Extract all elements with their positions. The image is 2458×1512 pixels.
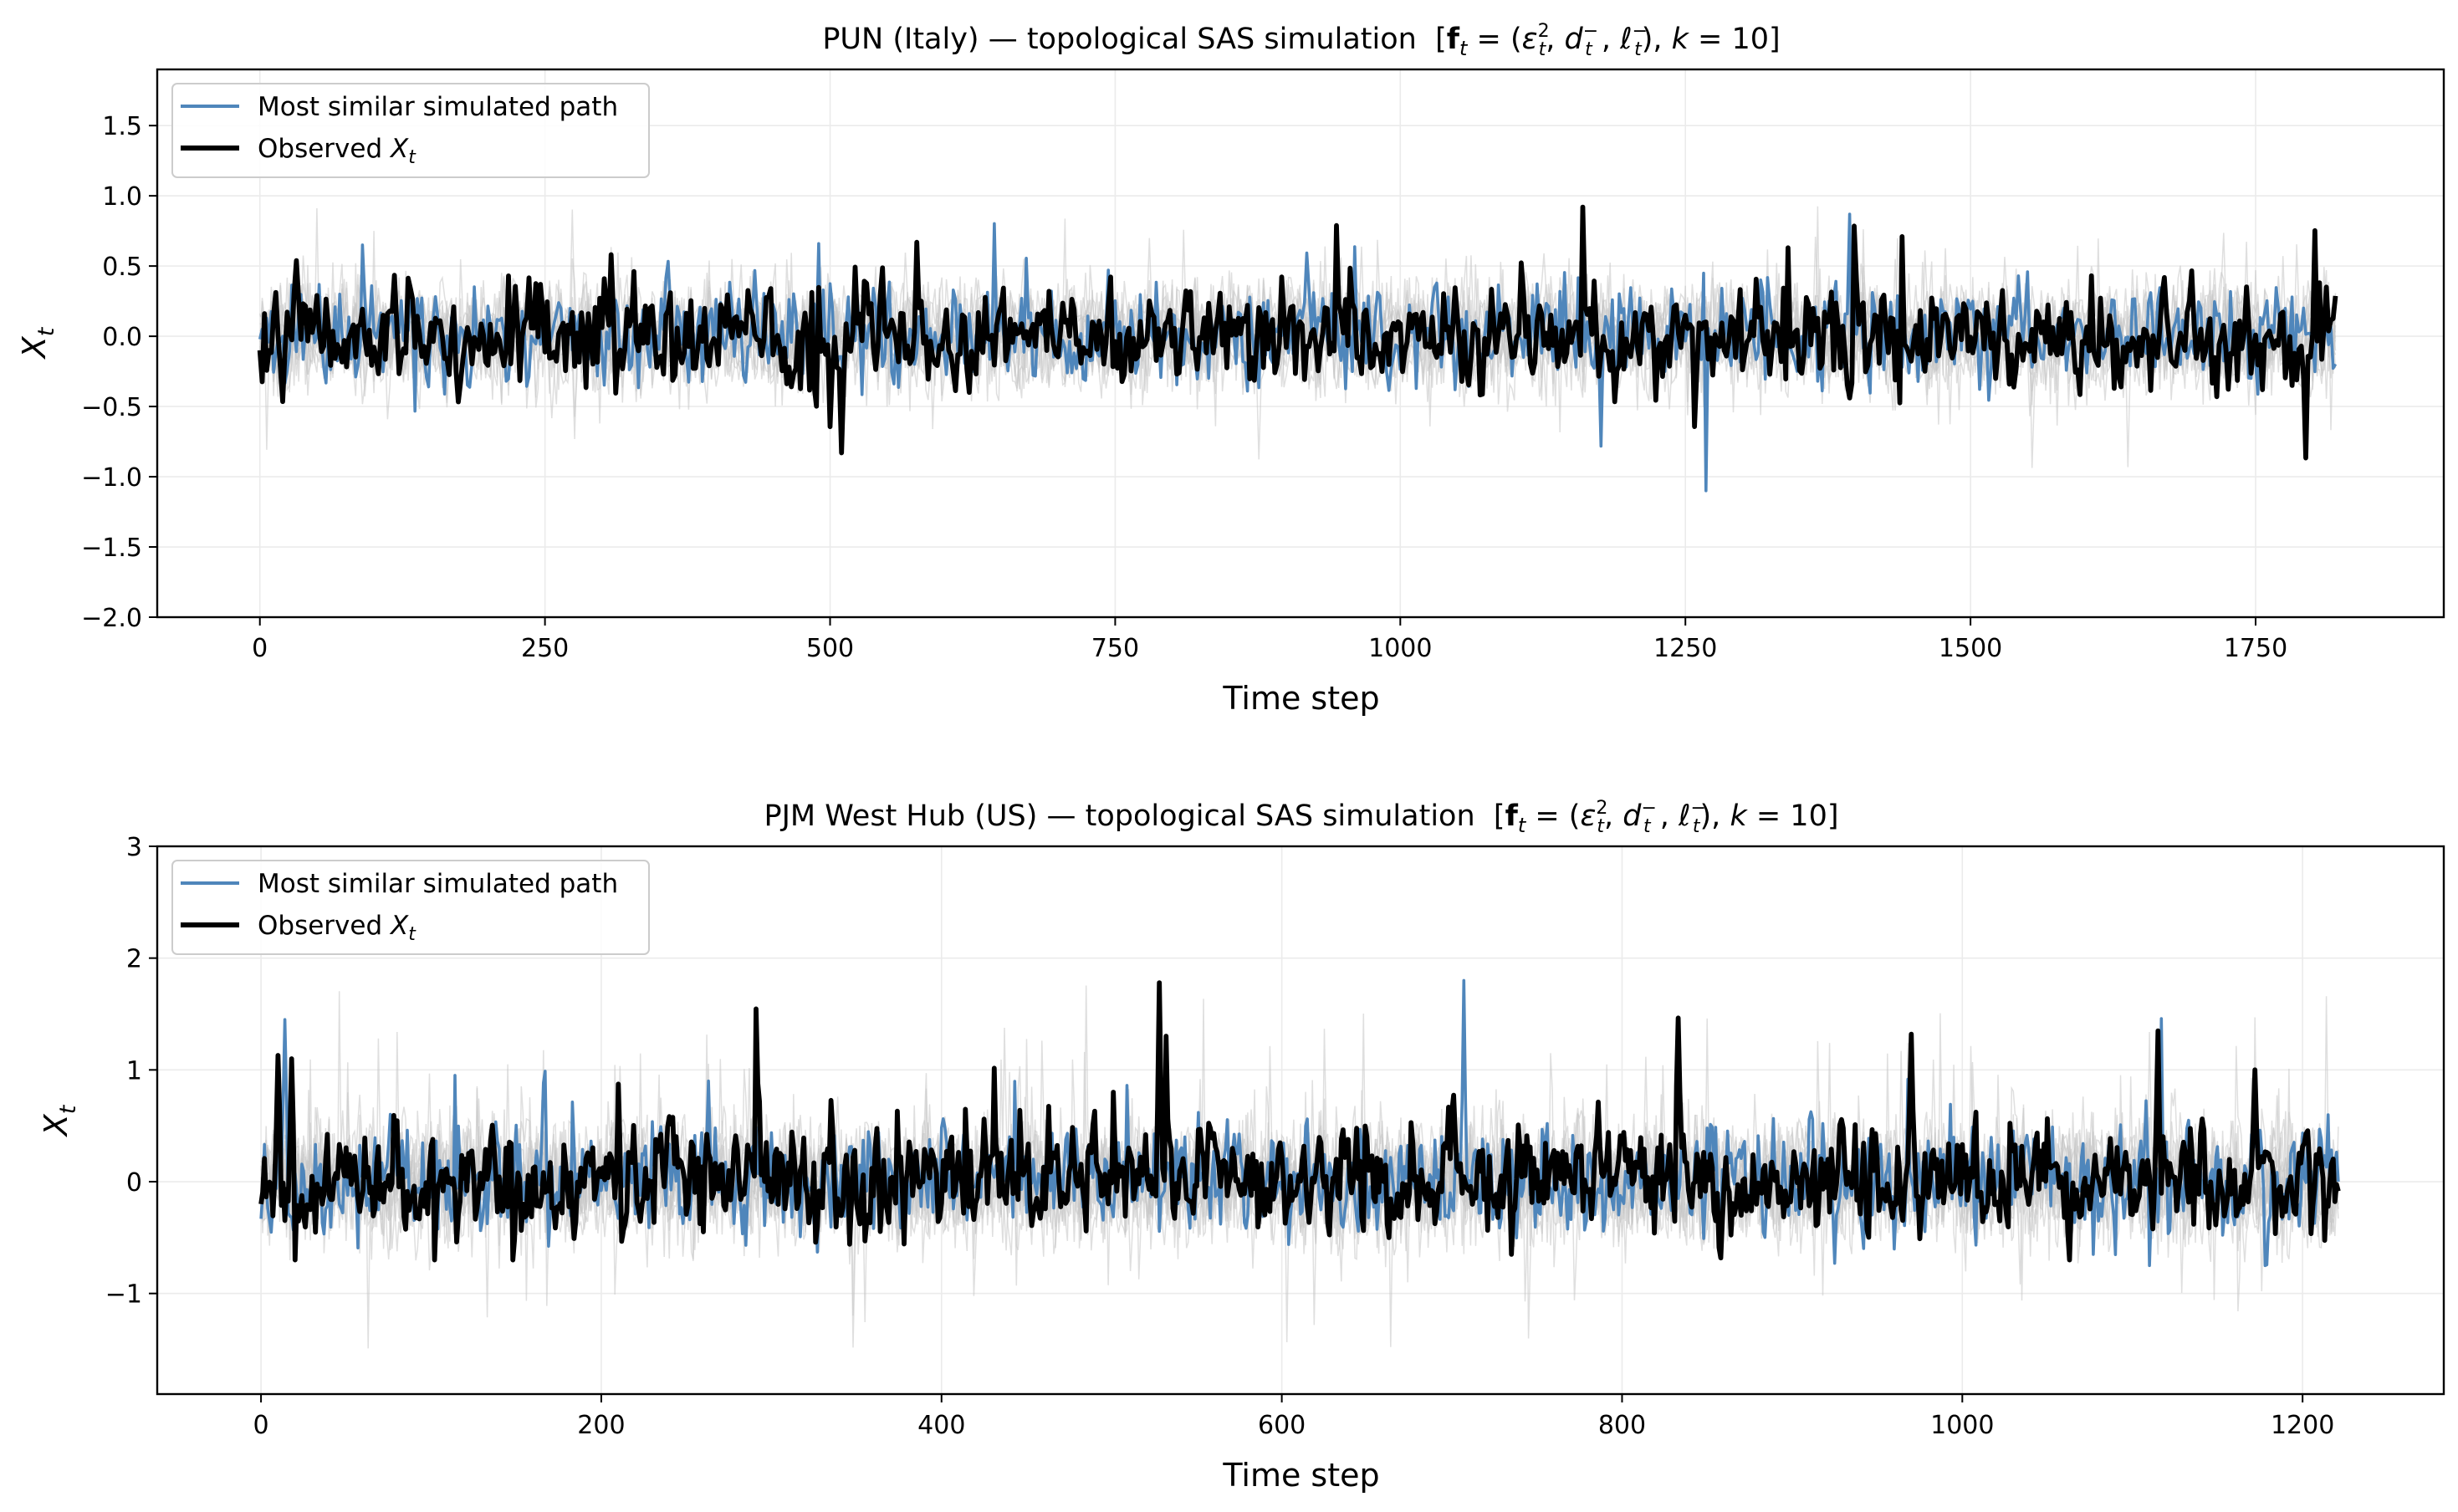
- x-tick-label: 1200: [2271, 1411, 2334, 1440]
- x-tick-label: 0: [252, 634, 268, 663]
- chart-title: PJM West Hub (US) — topological SAS simu…: [764, 798, 1839, 837]
- plot-frame: [156, 68, 2445, 619]
- x-tick-label: 1250: [1653, 634, 1717, 663]
- legend: Most similar simulated path Observed Xt: [171, 83, 650, 178]
- y-tick-label: −0.5: [81, 393, 142, 422]
- y-tick-label: 2: [126, 945, 142, 974]
- y-axis-ticks: −2.0 −1.5 −1.0 −0.5 0.0 0.5 1.0 1.5: [81, 112, 157, 633]
- y-axis-label: Xt: [16, 326, 59, 360]
- legend-label-observed: Observed Xt: [258, 134, 416, 168]
- x-tick-label: 1500: [1939, 634, 2002, 663]
- x-tick-label: 800: [1598, 1411, 1646, 1440]
- y-tick-label: −1.0: [81, 463, 142, 493]
- x-tick-label: 400: [917, 1411, 965, 1440]
- y-tick-label: −2.0: [81, 604, 142, 633]
- series-simulated-line: [258, 212, 2338, 493]
- plot-frame: [156, 845, 2445, 1396]
- x-tick-label: 750: [1091, 634, 1139, 663]
- y-tick-label: 0.5: [102, 253, 142, 282]
- x-tick-label: 1750: [2224, 634, 2287, 663]
- x-tick-label: 600: [1258, 1411, 1306, 1440]
- x-axis-ticks: 0 200 400 600 800 1000 1200: [253, 1394, 2334, 1440]
- x-axis-label: Time step: [1222, 1457, 1379, 1494]
- y-tick-label: 3: [126, 833, 142, 862]
- legend-label-simulated: Most similar simulated path: [258, 869, 618, 899]
- x-tick-label: 500: [806, 634, 854, 663]
- legend-label-observed: Observed Xt: [258, 911, 416, 945]
- y-tick-label: 1.0: [102, 182, 142, 212]
- y-tick-label: 0: [126, 1168, 142, 1198]
- series-observed-line: [258, 980, 2341, 1263]
- x-tick-label: 250: [521, 634, 569, 663]
- y-tick-label: 1.5: [102, 112, 142, 141]
- x-tick-label: 200: [577, 1411, 625, 1440]
- legend-box: [171, 860, 650, 955]
- chart-title: PUN (Italy) — topological SAS simulation…: [822, 21, 1780, 60]
- legend-box: [171, 83, 650, 178]
- y-tick-label: 1: [126, 1056, 142, 1085]
- series-observed-line: [257, 204, 2338, 461]
- x-tick-label: 1000: [1368, 634, 1432, 663]
- x-tick-label: 1000: [1930, 1411, 1994, 1440]
- legend: Most similar simulated path Observed Xt: [171, 860, 650, 955]
- x-tick-label: 0: [253, 1411, 269, 1440]
- y-axis-label: Xt: [38, 1104, 81, 1137]
- x-axis-label: Time step: [1222, 680, 1379, 717]
- y-tick-label: −1: [105, 1280, 142, 1310]
- pjm-chart: 0 200 400 600 800 1000 1200 −1 0 1 2 3 PJM West Hu…: [38, 798, 2445, 1494]
- legend-label-simulated: Most similar simulated path: [258, 92, 618, 122]
- pun-chart: 0 250 500 750 1000 1250 1500 1750 −2.0−1.5−1.0−…: [16, 21, 2445, 717]
- x-axis-ticks: 0 250 500 750 1000 1250 1500 1750: [252, 617, 2287, 663]
- y-tick-label: 0.0: [102, 323, 142, 352]
- y-axis-ticks: −1 0 1 2 3: [105, 833, 157, 1310]
- y-tick-label: −1.5: [81, 534, 142, 563]
